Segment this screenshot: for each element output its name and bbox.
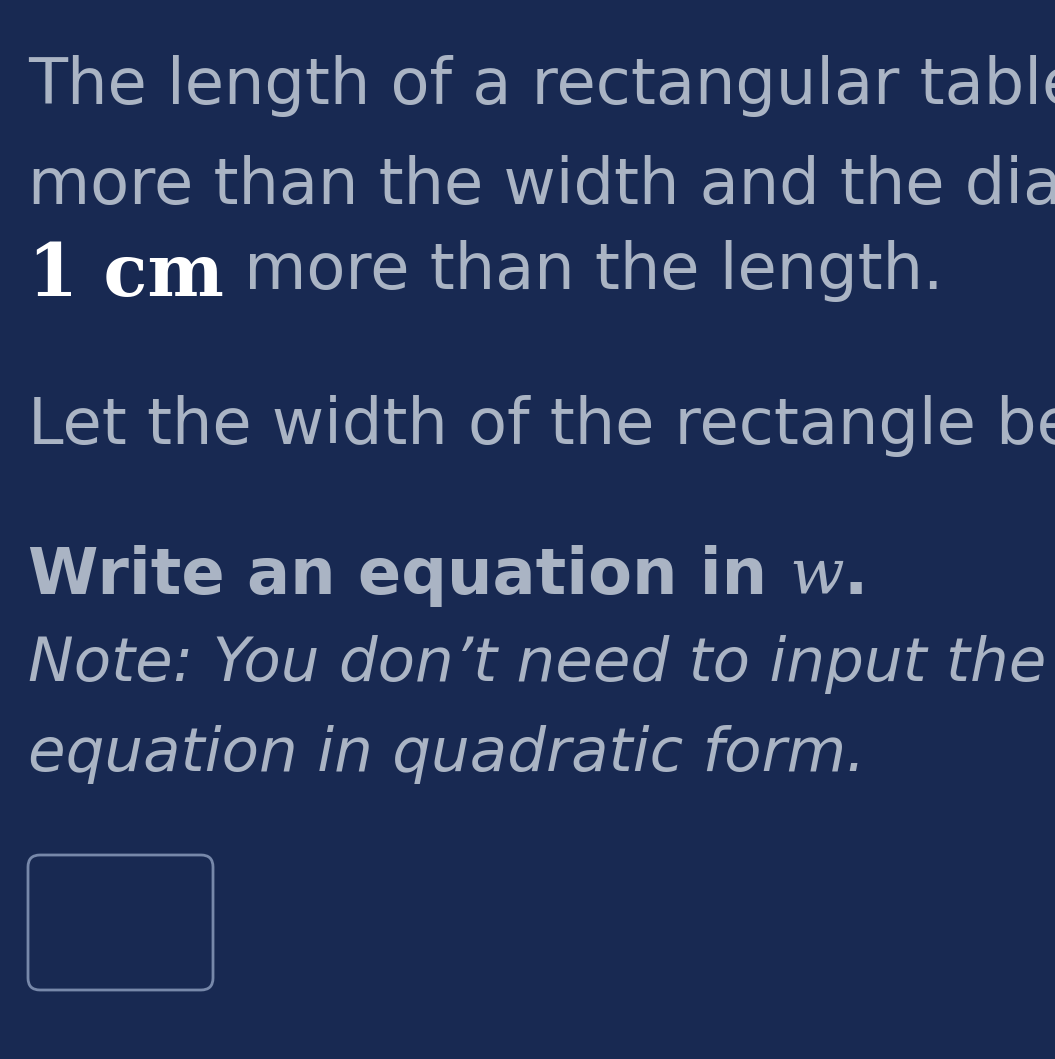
Text: more than the width and the diagonal is: more than the width and the diagonal is <box>28 155 1055 217</box>
Text: The length of a rectangular table is: The length of a rectangular table is <box>28 55 1055 116</box>
Text: Note: You don’t need to input the: Note: You don’t need to input the <box>28 635 1047 694</box>
FancyBboxPatch shape <box>28 855 213 990</box>
Text: equation in quadratic form.: equation in quadratic form. <box>28 725 865 784</box>
Text: w: w <box>789 545 844 607</box>
Text: more than the length.: more than the length. <box>224 240 943 302</box>
Text: Write an equation in: Write an equation in <box>28 545 789 607</box>
Text: 1 cm: 1 cm <box>28 240 224 311</box>
Text: Let the width of the rectangle be: Let the width of the rectangle be <box>28 395 1055 457</box>
Text: .: . <box>844 545 868 607</box>
